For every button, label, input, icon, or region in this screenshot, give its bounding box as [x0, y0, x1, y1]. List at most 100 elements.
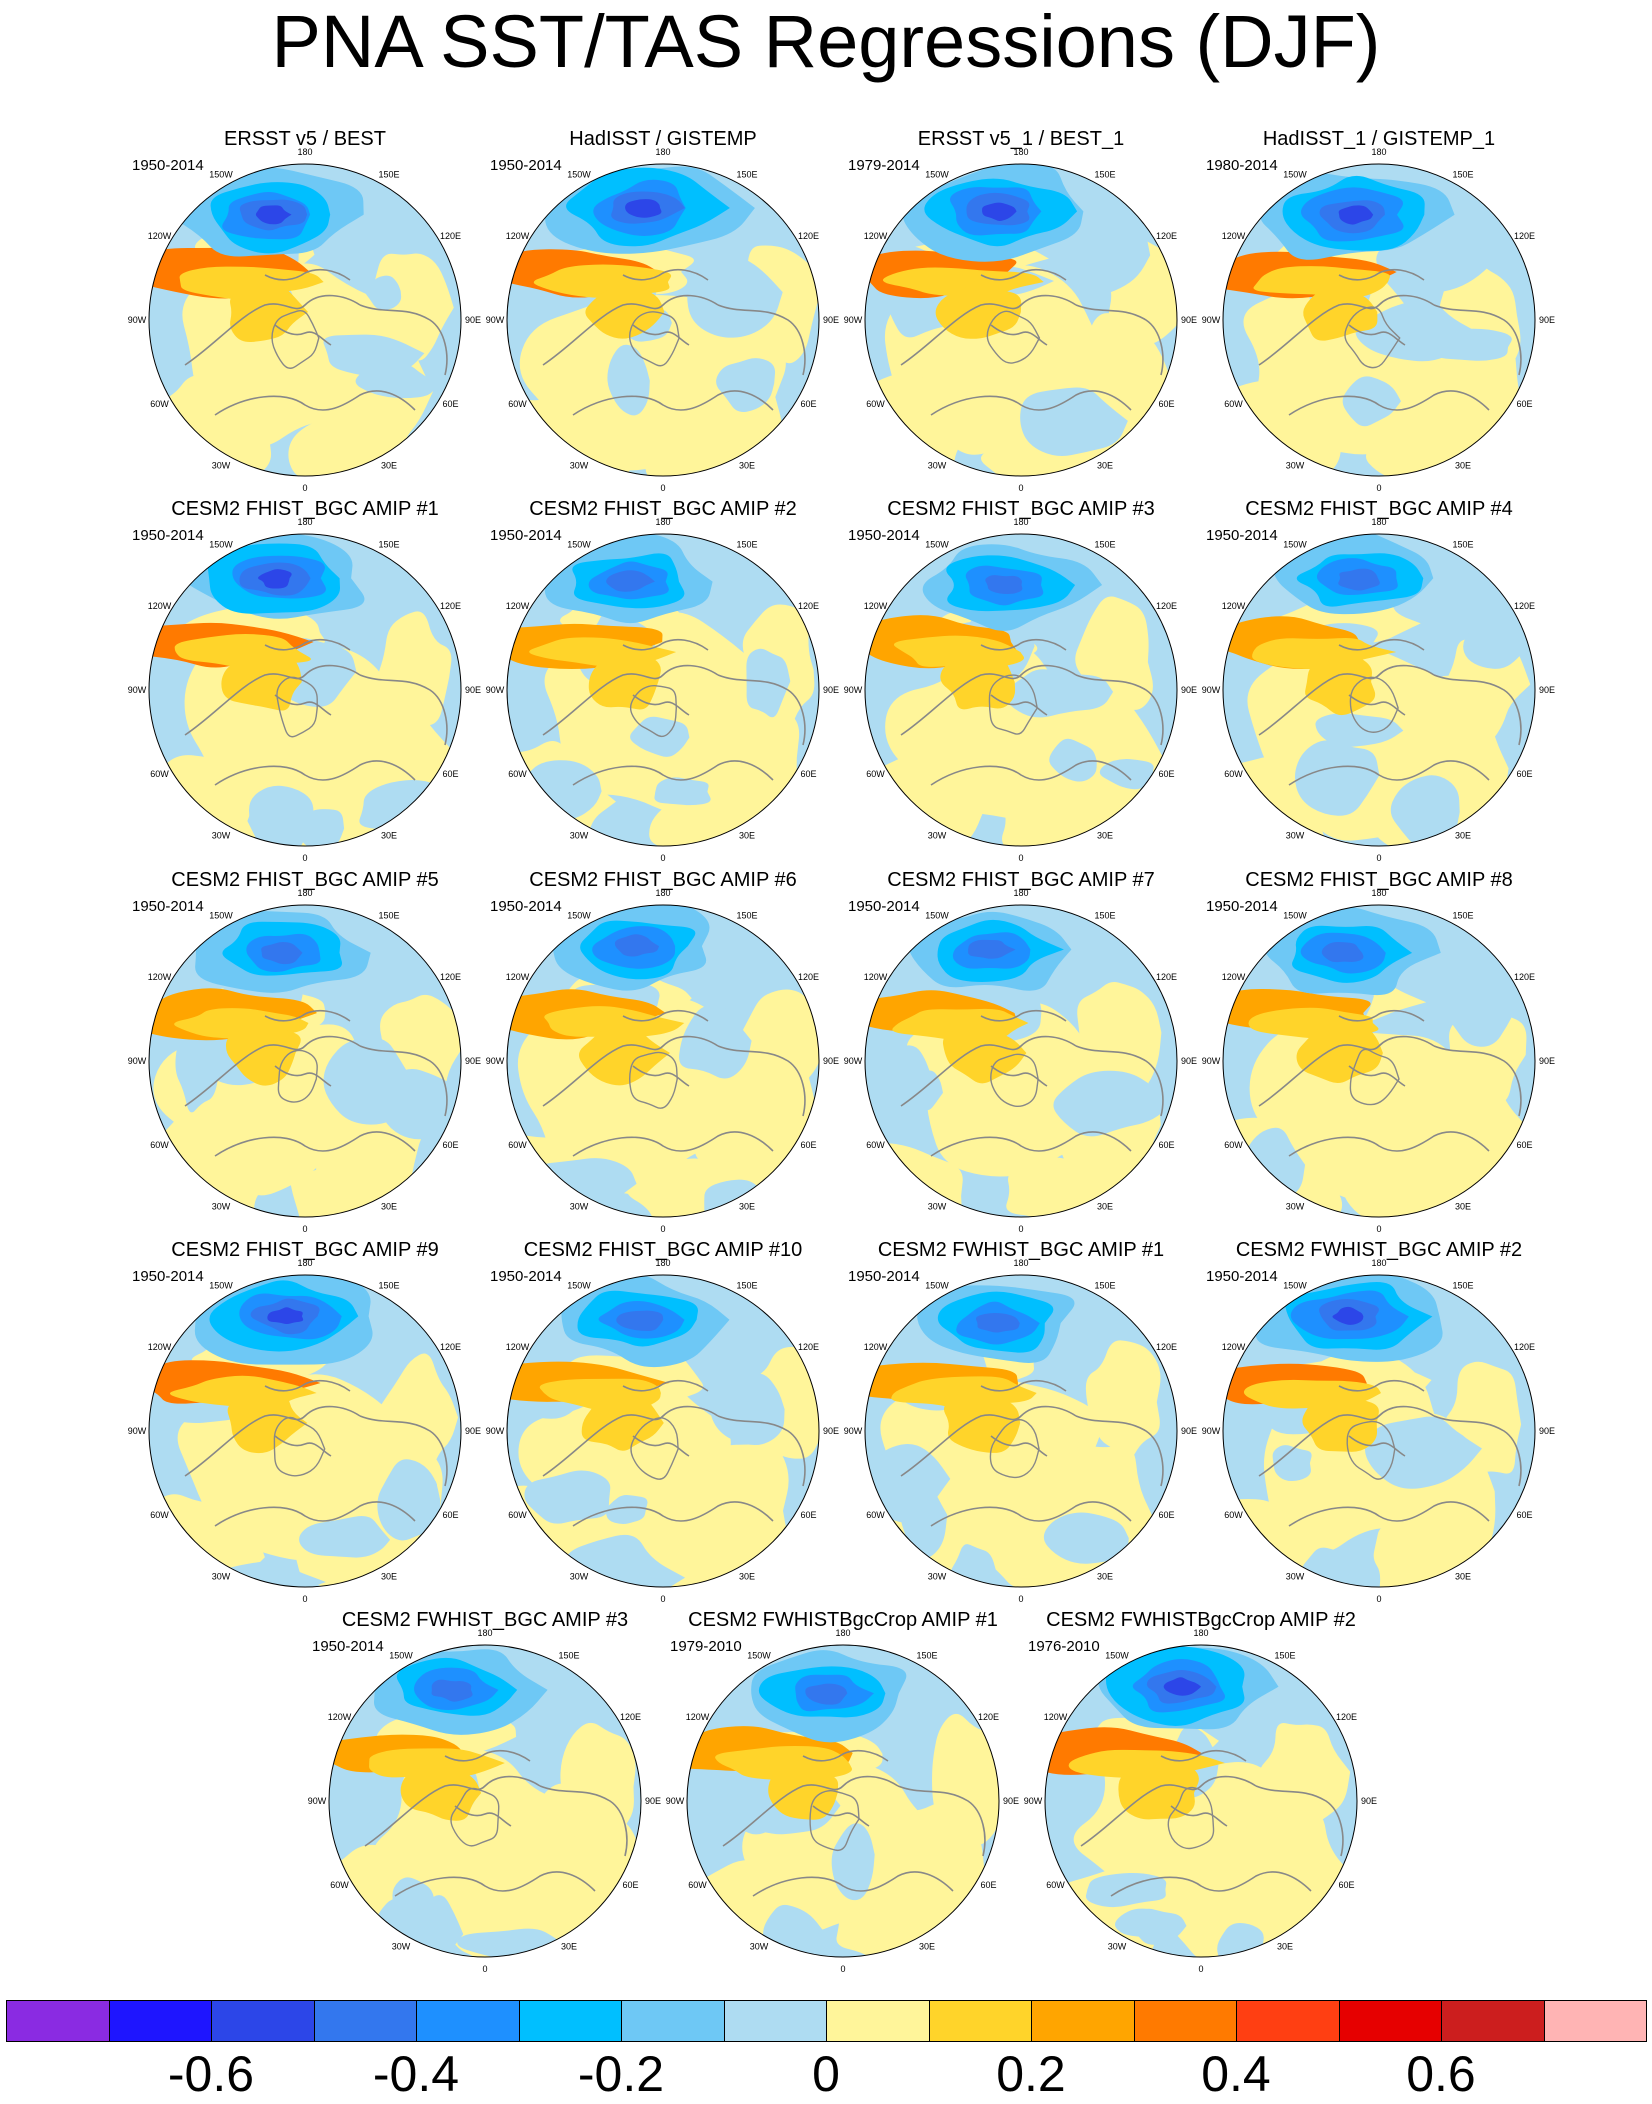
- panel-years: 1950-2014: [1206, 1268, 1278, 1285]
- longitude-label: 150E: [378, 170, 399, 180]
- coastline: [274, 1065, 332, 1087]
- colorbar-box: [1441, 2000, 1545, 2042]
- coastline: [1080, 1775, 1257, 1847]
- longitude-label: 150E: [378, 1281, 399, 1291]
- map-boundary-circle: [506, 533, 820, 847]
- map-boundary-circle: [864, 163, 1178, 477]
- longitude-label: 180: [297, 147, 312, 157]
- coastline: [1288, 1131, 1490, 1157]
- greenland-outline: [989, 1418, 1040, 1479]
- longitude-label: 180: [1013, 147, 1028, 157]
- warm-anomaly-region: [1077, 982, 1162, 1099]
- longitude-label: 90E: [823, 1426, 839, 1436]
- cool-anomaly-patch: [1004, 669, 1114, 718]
- longitude-label: 30W: [1286, 831, 1305, 841]
- polar-map: 180 150E 120E 90E 60E 30E 0 30W 60W 90W 120W 150W: [128, 1258, 481, 1604]
- coastline: [930, 390, 1132, 416]
- coastline: [717, 674, 806, 746]
- greenland-outline: [1349, 676, 1399, 733]
- cold-anomaly-contour: [616, 1310, 664, 1332]
- map-boundary-circle: [506, 163, 820, 477]
- longitude-label: 120W: [506, 1342, 530, 1352]
- cold-anomaly-contour: [625, 199, 662, 218]
- map-panel: CESM2 FHIST_BGC AMIP #5 1950-2014 180 150E 1…: [128, 868, 481, 1234]
- longitude-label: 60E: [800, 399, 816, 409]
- longitude-label: 120E: [798, 231, 819, 241]
- longitude-label: 120E: [978, 1712, 999, 1722]
- map-panel: CESM2 FWHIST_BGC AMIP #3 1950-2014 180 150E…: [308, 1608, 661, 1974]
- warm-anomaly-region: [645, 422, 767, 476]
- panel-title: ERSST v5_1 / BEST_1: [917, 128, 1125, 150]
- map-panel: ERSST v5_1 / BEST_1 1979-2014 180 150E 120E 9…: [844, 127, 1197, 493]
- coastline: [1338, 638, 1425, 651]
- longitude-label: 150E: [736, 170, 757, 180]
- colorbar-tick-label: 0.2: [996, 2046, 1066, 2102]
- longitude-label: 120E: [798, 1342, 819, 1352]
- cool-anomaly-patch: [1049, 738, 1097, 782]
- longitude-label: 150E: [736, 1281, 757, 1291]
- warm-anomaly-core: [230, 286, 308, 343]
- longitude-label: 90E: [1539, 1056, 1555, 1066]
- longitude-label: 60W: [1224, 769, 1243, 779]
- longitude-label: 30W: [570, 1572, 589, 1582]
- polar-map: 180 150E 120E 90E 60E 30E 0 30W 60W 90W 120W 150W: [128, 147, 481, 493]
- coastline: [1348, 1065, 1406, 1087]
- coastline: [900, 1035, 1077, 1107]
- panel-years: 1950-2014: [490, 898, 562, 915]
- coastline: [542, 664, 719, 736]
- longitude-label: 60E: [442, 399, 458, 409]
- longitude-label: 120W: [1222, 972, 1246, 982]
- longitude-label: 180: [655, 147, 670, 157]
- longitude-label: 180: [1013, 1258, 1028, 1268]
- longitude-label: 120W: [1044, 1712, 1068, 1722]
- panel-years: 1950-2014: [132, 157, 204, 174]
- longitude-label: 0: [1018, 1594, 1023, 1604]
- polar-map: 180 150E 120E 90E 60E 30E 0 30W 60W 90W 120W 150W: [486, 147, 839, 493]
- longitude-label: 150E: [1452, 1281, 1473, 1291]
- coastline: [264, 638, 351, 651]
- longitude-label: 90E: [1181, 1426, 1197, 1436]
- map-boundary-circle: [148, 1274, 462, 1588]
- longitude-label: 90E: [465, 1056, 481, 1066]
- panel-years: 1950-2014: [132, 898, 204, 915]
- longitude-label: 60W: [1224, 1510, 1243, 1520]
- map-panel: CESM2 FWHISTBgcCrop AMIP #2 1976-2010 180 1…: [1024, 1608, 1377, 1974]
- longitude-label: 150E: [736, 540, 757, 550]
- longitude-label: 90E: [823, 685, 839, 695]
- longitude-label: 0: [840, 1964, 845, 1974]
- warm-anomaly-core: [588, 654, 661, 710]
- longitude-label: 150W: [567, 1281, 591, 1291]
- cold-anomaly-contour: [614, 934, 659, 957]
- longitude-label: 30E: [1455, 1202, 1471, 1212]
- map-boundary-circle: [148, 904, 462, 1218]
- longitude-label: 180: [1193, 1628, 1208, 1638]
- greenland-outline: [1344, 306, 1401, 369]
- longitude-label: 90E: [1539, 315, 1555, 325]
- longitude-label: 120W: [506, 231, 530, 241]
- longitude-label: 60E: [442, 1140, 458, 1150]
- panel-title: CESM2 FHIST_BGC AMIP #10: [523, 1239, 803, 1261]
- coastline: [622, 638, 709, 651]
- polar-map: 180 150E 120E 90E 60E 30E 0 30W 60W 90W 120W 150W: [844, 888, 1197, 1234]
- warm-anomaly-core: [227, 1390, 308, 1454]
- longitude-label: 90E: [1361, 1796, 1377, 1806]
- longitude-label: 150W: [209, 1281, 233, 1291]
- longitude-label: 150W: [925, 911, 949, 921]
- longitude-label: 60E: [1516, 399, 1532, 409]
- longitude-label: 150W: [209, 911, 233, 921]
- longitude-label: 150W: [209, 540, 233, 550]
- cool-anomaly-patch: [831, 1823, 875, 1901]
- coastline: [980, 1009, 1067, 1022]
- panel-title: CESM2 FWHISTBgcCrop AMIP #1: [688, 1609, 998, 1631]
- coastline: [214, 390, 416, 416]
- longitude-label: 30E: [919, 1942, 935, 1952]
- greenland-outline: [271, 309, 320, 369]
- polar-map: 180 150E 120E 90E 60E 30E 0 30W 60W 90W 120W 150W: [666, 1628, 1019, 1974]
- longitude-label: 0: [660, 1224, 665, 1234]
- coastline: [359, 674, 448, 746]
- longitude-label: 120E: [1514, 972, 1535, 982]
- coastline: [1338, 1009, 1425, 1022]
- longitude-label: 30W: [1286, 1572, 1305, 1582]
- map-panel: CESM2 FWHIST_BGC AMIP #2 1950-2014 180 150E…: [1202, 1238, 1555, 1604]
- longitude-label: 150E: [916, 1651, 937, 1661]
